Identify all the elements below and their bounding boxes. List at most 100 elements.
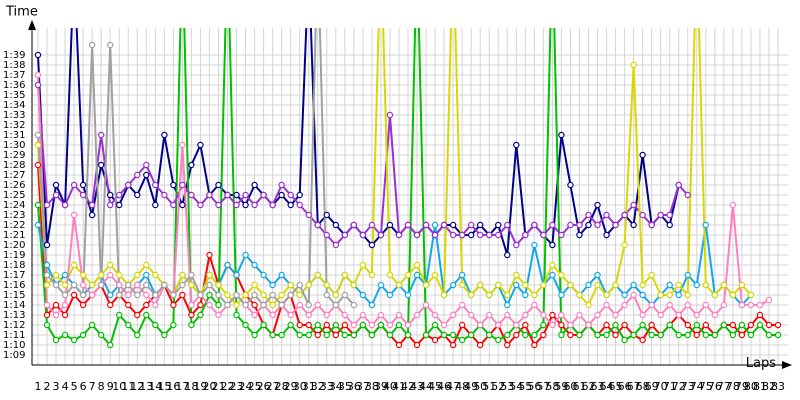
data-point	[233, 291, 240, 299]
data-point	[88, 291, 96, 299]
data-point	[152, 201, 159, 209]
data-point	[97, 331, 105, 339]
data-point	[413, 271, 421, 279]
data-point	[269, 301, 276, 309]
data-point	[513, 141, 520, 149]
data-point	[179, 271, 186, 279]
data-point	[576, 311, 583, 319]
data-point	[567, 181, 574, 189]
data-point	[170, 181, 177, 189]
data-point	[576, 291, 583, 299]
data-point	[729, 201, 737, 209]
x-tick-label: 17	[175, 380, 189, 393]
data-point	[666, 321, 673, 329]
data-point	[693, 331, 700, 339]
data-point	[756, 321, 764, 329]
x-tick-label: 29	[284, 380, 298, 393]
data-point	[648, 271, 655, 279]
y-tick-label: 1:30	[3, 140, 25, 151]
x-tick-label: 20	[202, 380, 216, 393]
x-tick-label: 44	[419, 380, 433, 393]
data-point	[242, 321, 249, 329]
data-point	[269, 291, 276, 299]
x-tick-label: 62	[581, 380, 595, 393]
data-point	[278, 331, 285, 339]
data-point	[170, 301, 177, 309]
data-point	[458, 321, 466, 329]
x-tick-label: 79	[735, 380, 749, 393]
x-tick-label: 10	[112, 380, 126, 393]
data-point	[377, 281, 385, 289]
data-point	[359, 311, 367, 319]
data-point	[134, 171, 141, 179]
x-tick-label: 43	[410, 380, 424, 393]
x-tick-label: 57	[536, 380, 550, 393]
data-point	[43, 301, 51, 309]
data-point	[404, 291, 412, 299]
data-point	[341, 321, 349, 329]
data-point	[305, 311, 312, 319]
x-tick-label: 27	[266, 380, 280, 393]
data-point	[377, 231, 385, 239]
data-point	[495, 281, 502, 289]
data-point	[648, 331, 655, 339]
data-point	[702, 321, 710, 329]
data-point	[567, 331, 574, 339]
data-point	[179, 181, 186, 189]
data-point	[224, 301, 231, 309]
data-point	[43, 201, 51, 209]
data-point	[585, 221, 592, 229]
data-point	[125, 291, 132, 299]
data-point	[531, 331, 538, 339]
data-point	[161, 131, 168, 139]
data-point	[522, 291, 529, 299]
data-point	[43, 281, 51, 289]
data-point	[747, 321, 755, 329]
x-tick-label: 65	[609, 380, 623, 393]
x-tick-label: 34	[329, 380, 343, 393]
data-point	[738, 321, 746, 329]
data-point	[152, 271, 159, 279]
data-point	[540, 331, 547, 339]
data-point	[161, 191, 168, 199]
data-point	[504, 301, 511, 309]
data-point	[395, 311, 403, 319]
data-point	[702, 281, 710, 289]
data-point	[612, 321, 619, 329]
data-point	[323, 281, 330, 289]
x-tick-label: 9	[107, 380, 114, 393]
data-point	[152, 321, 159, 329]
data-point	[125, 301, 132, 309]
data-point	[630, 221, 637, 229]
x-tick-label: 38	[365, 380, 379, 393]
data-point	[558, 311, 565, 319]
data-point	[188, 191, 195, 199]
data-point	[549, 271, 556, 279]
x-tick-label: 56	[527, 380, 541, 393]
data-point	[116, 271, 123, 279]
data-point	[143, 171, 150, 179]
data-point	[242, 201, 249, 209]
data-point	[116, 291, 123, 299]
y-tick-label: 1:10	[3, 340, 25, 351]
data-point	[125, 181, 132, 189]
data-point	[404, 271, 412, 279]
data-point	[476, 231, 484, 239]
data-point	[486, 311, 493, 319]
data-point	[476, 321, 484, 329]
x-tick-label: 32	[311, 380, 325, 393]
x-tick-label: 30	[293, 380, 307, 393]
data-point	[233, 191, 240, 199]
data-point	[594, 281, 601, 289]
data-point	[206, 251, 213, 259]
data-point	[224, 191, 231, 199]
data-point	[612, 311, 619, 319]
data-point	[549, 321, 556, 329]
y-tick-label: 1:33	[3, 110, 25, 121]
data-point	[693, 311, 700, 319]
data-point	[495, 336, 502, 344]
data-point	[621, 321, 628, 329]
data-point	[504, 251, 511, 259]
data-point	[88, 41, 96, 49]
data-point	[702, 221, 710, 229]
